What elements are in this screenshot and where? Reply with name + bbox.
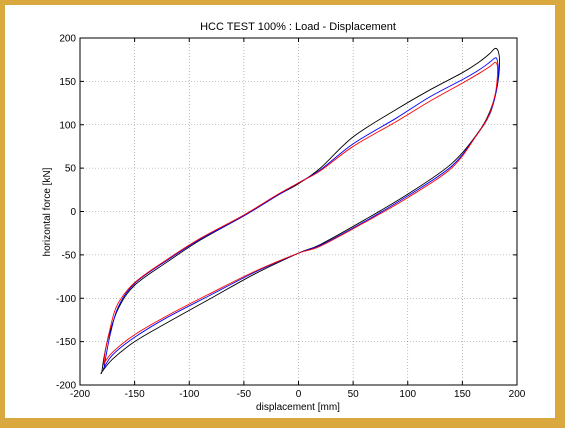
grid bbox=[80, 38, 517, 385]
y-tick-label: 150 bbox=[59, 77, 76, 88]
y-axis-label: horizontal force [kN] bbox=[42, 167, 53, 256]
series-line-1 bbox=[100, 47, 501, 375]
y-tick-label: 0 bbox=[70, 207, 76, 218]
x-tick-labels: -200 -150 -100 -50 0 50 100 150 200 bbox=[70, 389, 526, 400]
x-axis-label: displacement [mm] bbox=[256, 402, 340, 413]
x-tick-label: -100 bbox=[179, 389, 199, 400]
x-tick-label: -150 bbox=[125, 389, 145, 400]
frame-border-right bbox=[555, 0, 565, 428]
chart-title: HCC TEST 100% : Load - Displacement bbox=[200, 21, 396, 33]
tick-marks bbox=[79, 37, 518, 386]
series-layer bbox=[100, 47, 501, 375]
y-tick-label: 100 bbox=[59, 120, 76, 131]
y-tick-label: 50 bbox=[65, 164, 77, 175]
y-tick-label: -150 bbox=[56, 337, 76, 348]
x-tick-label: -200 bbox=[70, 389, 90, 400]
series-line-2 bbox=[102, 57, 499, 370]
x-tick-label: -50 bbox=[237, 389, 252, 400]
x-tick-label: 50 bbox=[348, 389, 360, 400]
x-tick-label: 100 bbox=[399, 389, 416, 400]
x-tick-label: 0 bbox=[296, 389, 302, 400]
y-tick-label: -200 bbox=[56, 381, 76, 392]
y-tick-label: -50 bbox=[62, 250, 77, 261]
y-tick-label: -100 bbox=[56, 294, 76, 305]
x-tick-label: 200 bbox=[509, 389, 526, 400]
frame-border-bottom bbox=[0, 418, 565, 428]
series-line-3 bbox=[102, 61, 499, 366]
y-tick-label: 200 bbox=[59, 34, 76, 45]
y-tick-labels: -200 -150 -100 -50 0 50 100 150 200 bbox=[56, 34, 76, 392]
x-tick-label: 150 bbox=[454, 389, 471, 400]
